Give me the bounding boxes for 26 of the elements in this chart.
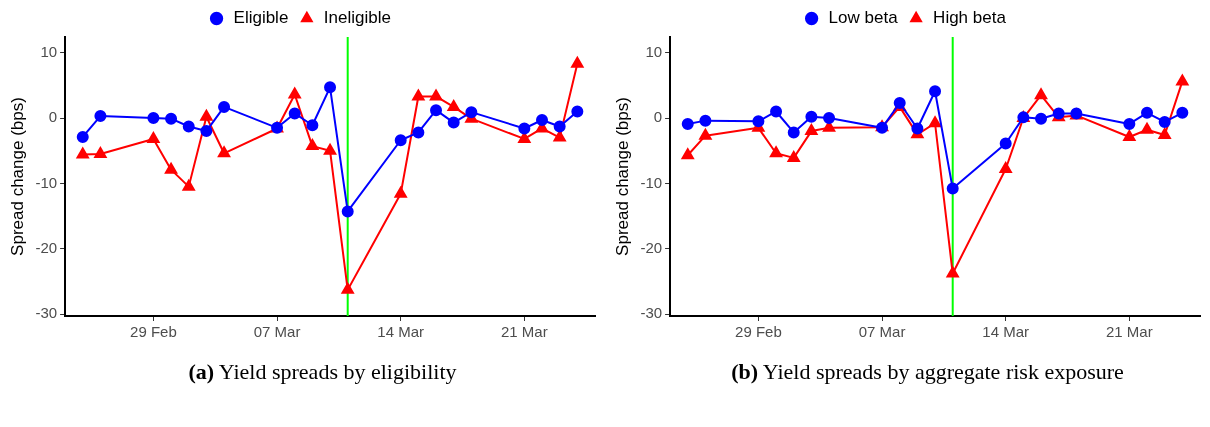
y-tick-label: -20: [640, 238, 663, 256]
x-tick-label: 07 Mar: [253, 323, 301, 341]
y-tick-label: 0: [653, 108, 663, 126]
x-tick-label: 14 Mar: [377, 323, 425, 341]
text: (b) Yield spreads by aggregate risk exposure: [730, 359, 1125, 385]
y-tick-label: -30: [640, 304, 663, 322]
legend-label: Low beta: [828, 8, 899, 28]
x-tick-label: 29 Feb: [130, 323, 177, 341]
legend-label: Eligible: [233, 8, 289, 28]
text: (a) Yield spreads by eligibility: [187, 359, 458, 385]
x-tick-label: 07 Mar: [858, 323, 906, 341]
y-axis-title: Spread change (bps): [612, 97, 632, 256]
x-tick-label: 21 Mar: [501, 323, 548, 341]
y-tick-label: 0: [48, 108, 58, 126]
x-tick-label: 21 Mar: [1106, 323, 1153, 341]
y-axis-title: Spread change (bps): [7, 97, 27, 256]
y-tick-label: -10: [640, 173, 663, 191]
y-tick-label: 10: [645, 42, 663, 60]
y-tick-label: 10: [40, 42, 58, 60]
x-tick-label: 14 Mar: [982, 323, 1030, 341]
legend-label: Ineligible: [323, 8, 391, 28]
y-tick-label: -10: [35, 173, 58, 191]
y-tick-label: -30: [35, 304, 58, 322]
y-tick-label: -20: [35, 238, 58, 256]
x-tick-label: 29 Feb: [735, 323, 782, 341]
legend-label: High beta: [933, 8, 1007, 28]
